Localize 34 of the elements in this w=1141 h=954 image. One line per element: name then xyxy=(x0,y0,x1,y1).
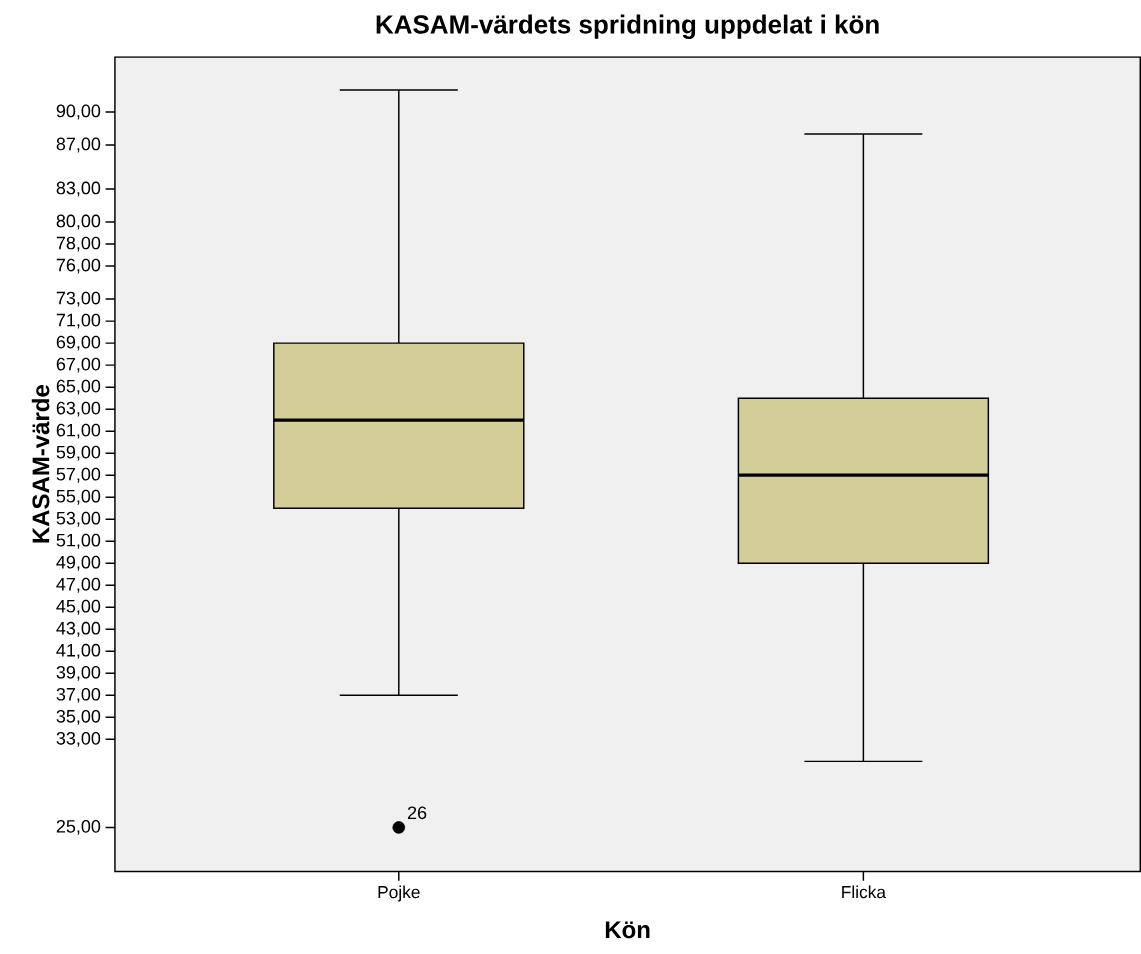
x-tick-label: Flicka xyxy=(842,885,886,898)
y-tick-label: 73,00 xyxy=(56,291,101,307)
y-tick-label: 65,00 xyxy=(56,379,101,395)
x-tick-label: Pojke xyxy=(378,885,420,902)
annotation: 26 xyxy=(407,806,427,819)
y-tick-label: 83,00 xyxy=(56,181,101,197)
y-tick-label: 59,00 xyxy=(56,445,101,461)
chart-title: KASAM-värdets spridning uppdelat i kön xyxy=(376,14,879,39)
y-tick-label: 39,00 xyxy=(56,665,101,681)
y-tick-label: 69,00 xyxy=(56,335,101,351)
y-tick-label: 87,00 xyxy=(56,137,101,153)
y-tick-label: 90,00 xyxy=(56,104,101,120)
y-tick-label: 71,00 xyxy=(56,313,101,329)
y-tick-label: 45,00 xyxy=(56,599,101,615)
y-tick-label: 80,00 xyxy=(56,214,101,230)
y-tick-label: 76,00 xyxy=(56,258,101,274)
y-tick-label: 41,00 xyxy=(56,643,101,659)
y-tick-label: 53,00 xyxy=(56,511,101,527)
y-tick-label: 35,00 xyxy=(56,709,101,725)
y-tick-label: 25,00 xyxy=(56,819,101,835)
y-tick-label: 43,00 xyxy=(56,621,101,637)
y-tick-label: 63,00 xyxy=(56,401,101,417)
y-tick-label: 61,00 xyxy=(56,423,101,439)
x-axis-title: Kön xyxy=(605,921,650,939)
y-tick-label: 37,00 xyxy=(56,687,101,703)
y-tick-label: 78,00 xyxy=(56,236,101,252)
y-tick-label: 49,00 xyxy=(56,555,101,571)
y-tick-label: 67,00 xyxy=(56,357,101,373)
y-tick-label: 55,00 xyxy=(56,489,101,505)
y-axis-title: KASAM-värde xyxy=(31,384,50,543)
y-tick-label: 47,00 xyxy=(56,577,101,593)
y-tick-label: 57,00 xyxy=(56,467,101,483)
y-tick-label: 33,00 xyxy=(56,731,101,747)
y-tick-label: 51,00 xyxy=(56,533,101,549)
